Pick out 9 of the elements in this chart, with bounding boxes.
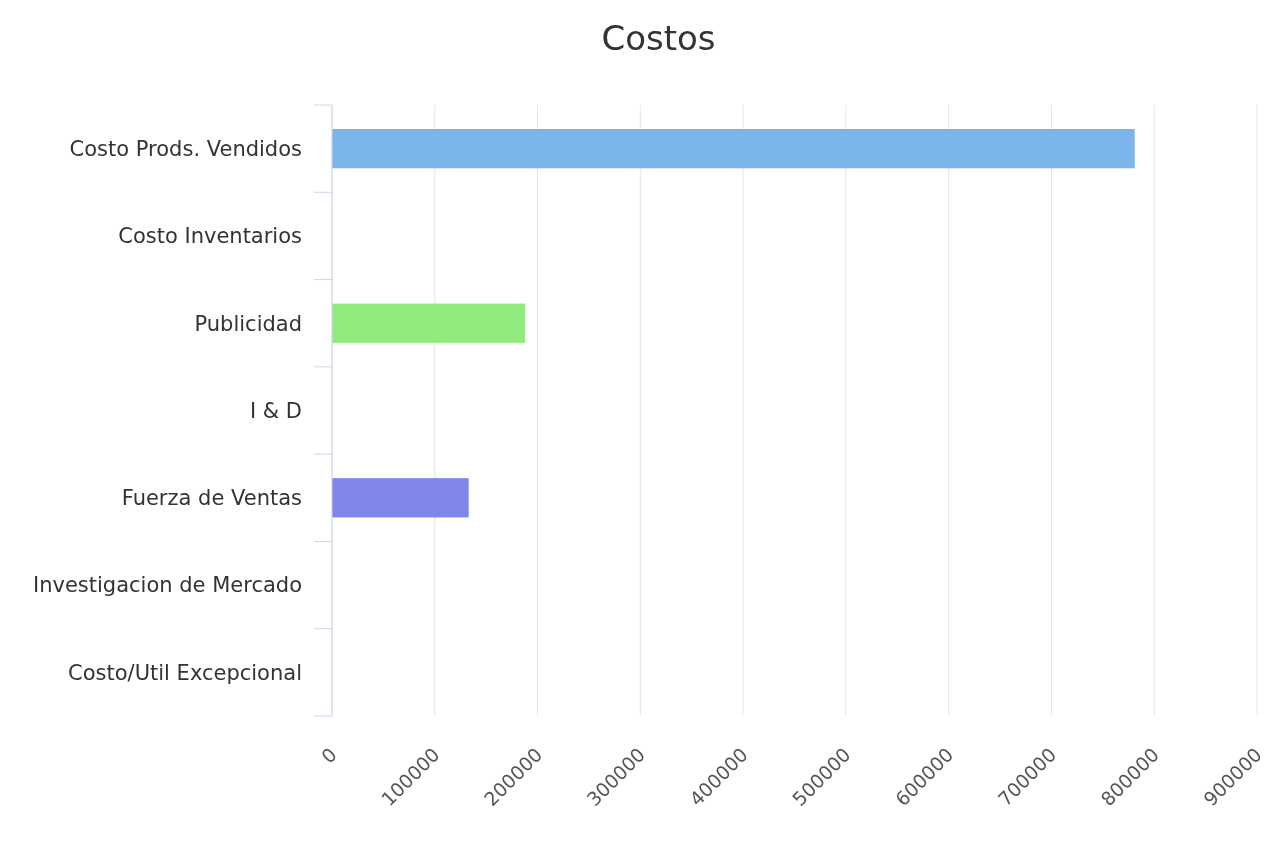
y-tick-label: Costo Prods. Vendidos — [69, 136, 302, 161]
y-tick-label: I & D — [249, 398, 302, 423]
y-tick-label: Costo/Util Excepcional — [68, 660, 302, 685]
y-tick-label: Fuerza de Ventas — [121, 486, 302, 511]
chart-title: Costos — [601, 18, 716, 58]
y-tick-label: Investigacion de Mercado — [32, 573, 302, 598]
y-tick-label: Publicidad — [194, 311, 302, 336]
x-tick-label: 0 — [316, 743, 341, 768]
y-tick-label: Costo Inventarios — [118, 224, 302, 249]
